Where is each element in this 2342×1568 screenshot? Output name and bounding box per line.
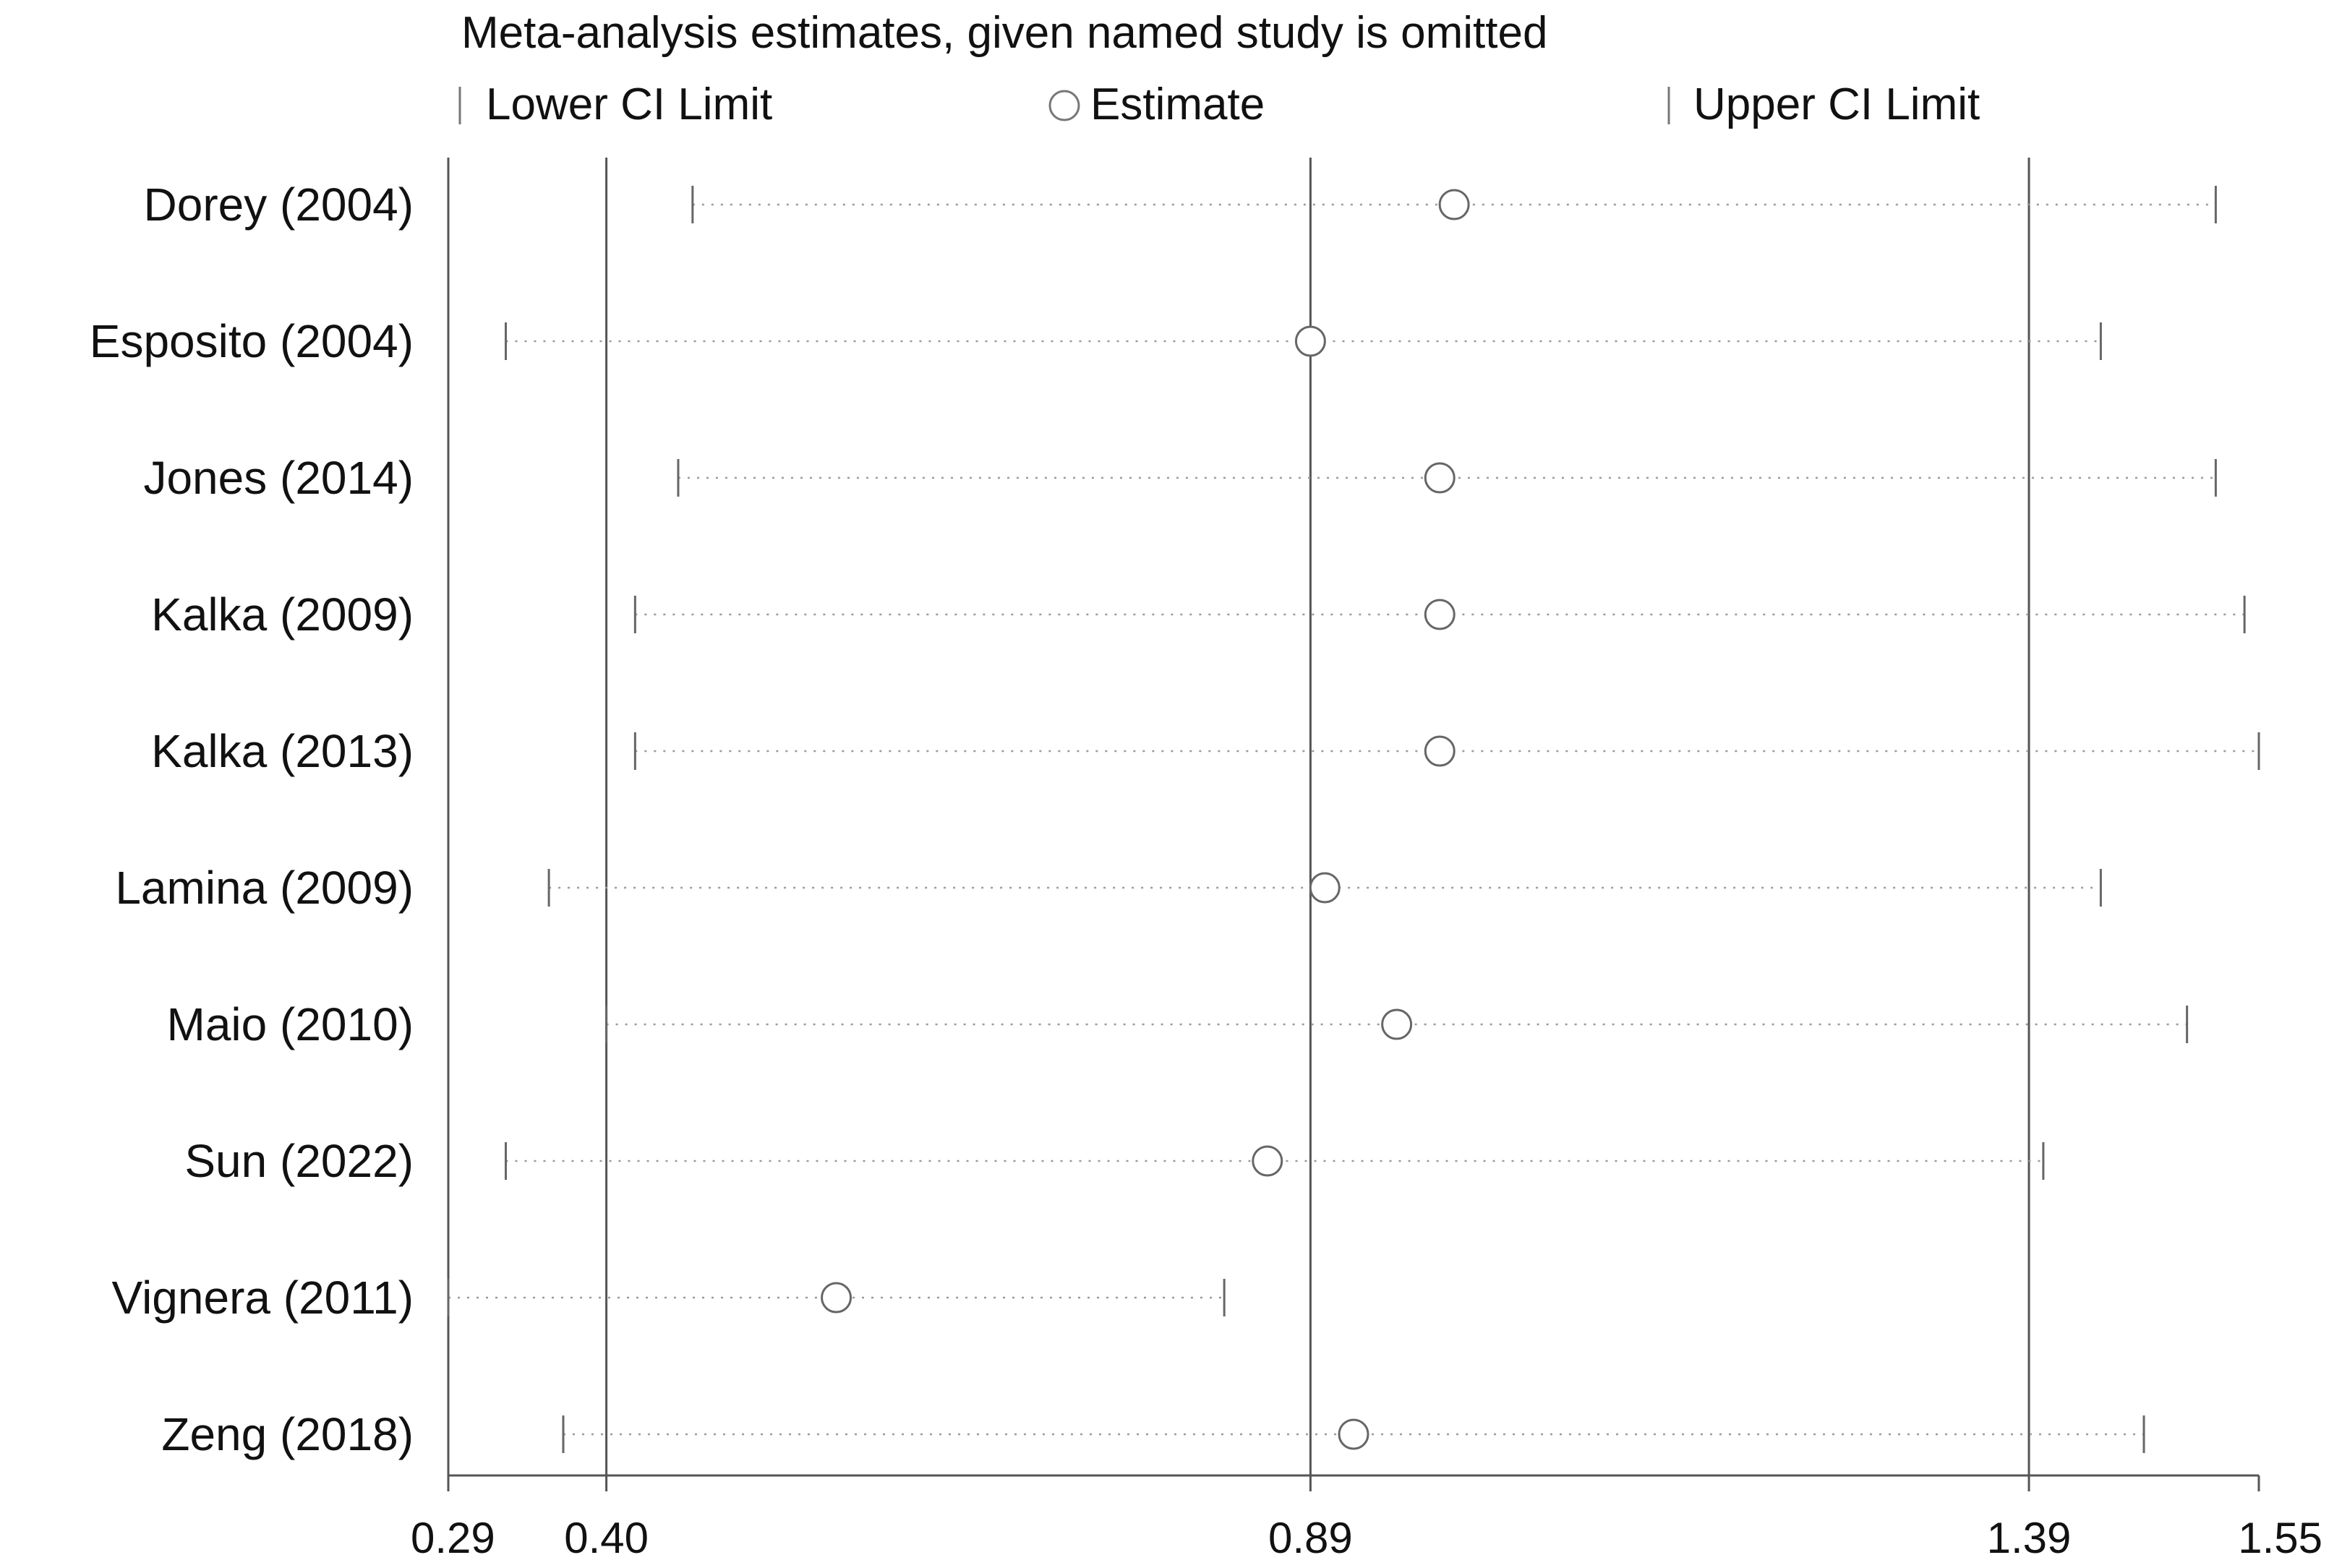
study-label: Kalka (2009) <box>151 588 414 641</box>
legend-estimate-label: Estimate <box>1090 80 1265 129</box>
study-label: Kalka (2013) <box>151 725 414 777</box>
x-tick-label-0: 0.29 <box>411 1514 495 1562</box>
legend: Lower CI Limit Estimate Upper CI Limit <box>458 80 1980 129</box>
study-label: Zeng (2018) <box>161 1408 414 1460</box>
study-label: Maio (2010) <box>167 998 414 1050</box>
estimate-point <box>821 1282 852 1314</box>
estimate-point <box>1424 599 1456 630</box>
study-label: Jones (2014) <box>143 452 414 504</box>
x-tick-label-2: 0.89 <box>1268 1514 1353 1562</box>
estimate-point <box>1424 462 1456 494</box>
estimate-point <box>1309 872 1341 904</box>
legend-estimate-marker <box>1048 90 1080 121</box>
plot-area: 0.29 0.40 0.89 1.39 1.55 Dorey (2004) Esposito… <box>90 158 2322 1562</box>
legend-upper-label: Upper CI Limit <box>1693 80 1980 129</box>
estimate-point <box>1424 735 1456 767</box>
estimate-point <box>1381 1008 1413 1040</box>
estimate-point <box>1438 189 1470 220</box>
study-label: Sun (2022) <box>184 1135 414 1187</box>
study-label: Dorey (2004) <box>144 179 414 231</box>
study-label: Esposito (2004) <box>90 315 414 367</box>
chart-title: Meta-analysis estimates, given named stu… <box>461 8 1547 58</box>
estimate-point <box>1294 325 1326 357</box>
legend-lower-label: Lower CI Limit <box>486 80 772 129</box>
estimate-point <box>1252 1145 1283 1177</box>
study-label: Lamina (2009) <box>115 862 414 914</box>
x-tick-label-1: 0.40 <box>564 1514 649 1562</box>
x-tick-label-4: 1.55 <box>2238 1514 2322 1562</box>
study-label: Vignera (2011) <box>112 1272 414 1324</box>
estimate-point <box>1338 1418 1369 1450</box>
x-tick-label-3: 1.39 <box>1987 1514 2072 1562</box>
